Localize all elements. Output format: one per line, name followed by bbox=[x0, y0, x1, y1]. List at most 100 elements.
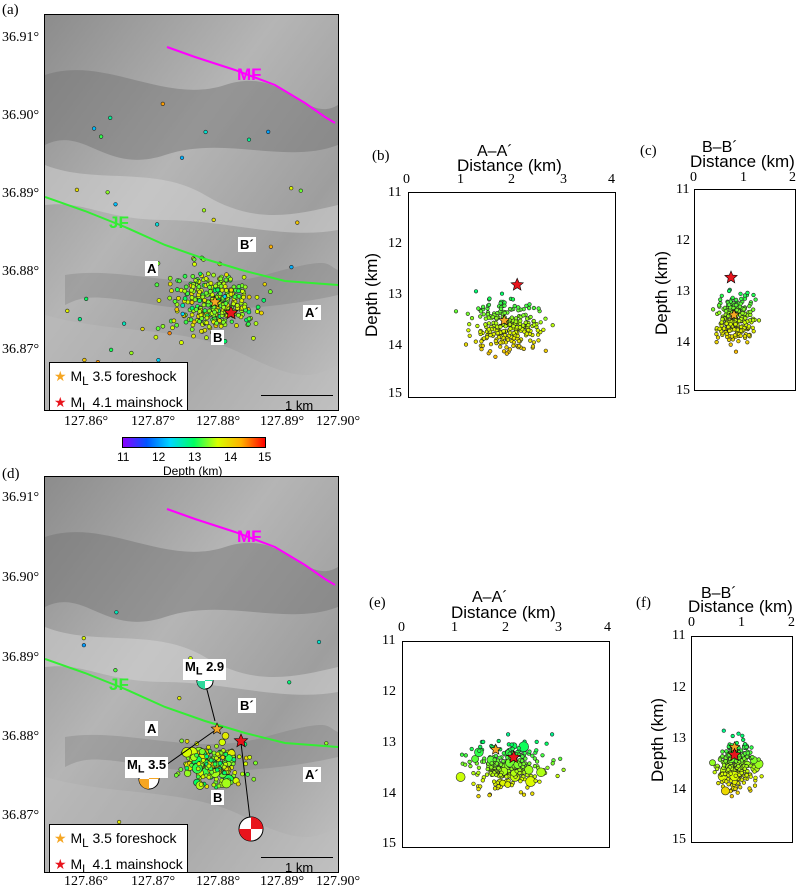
xtick-c: 0 bbox=[690, 170, 697, 185]
event-marker bbox=[745, 290, 750, 295]
event-marker bbox=[724, 331, 729, 336]
scale-bar-d bbox=[261, 857, 333, 858]
event-marker bbox=[714, 340, 719, 345]
event-marker bbox=[206, 744, 211, 750]
event-marker bbox=[536, 332, 541, 337]
event-marker bbox=[206, 324, 212, 330]
events-d bbox=[81, 610, 329, 825]
event-marker bbox=[174, 307, 180, 312]
event-marker bbox=[182, 273, 188, 279]
section-events bbox=[711, 270, 762, 354]
panel-label-e: (e) bbox=[369, 595, 386, 611]
event-marker bbox=[199, 316, 204, 321]
beachball-ml41 bbox=[238, 816, 264, 842]
depth-colorbar bbox=[122, 437, 266, 448]
map-legend-d: ★ ML 3.5 foreshock ★ ML 4.1 mainshock bbox=[49, 824, 188, 872]
lon-tick: 127.88° bbox=[196, 414, 241, 429]
event-marker bbox=[733, 349, 739, 354]
event-marker bbox=[65, 308, 70, 314]
event-marker bbox=[751, 307, 756, 312]
event-marker bbox=[504, 774, 509, 779]
event-marker bbox=[467, 759, 472, 764]
foreshock-star bbox=[489, 743, 502, 755]
event-marker bbox=[235, 303, 240, 308]
event-marker bbox=[81, 636, 86, 641]
lon-tick: 127.89° bbox=[260, 414, 305, 429]
event-marker bbox=[316, 639, 322, 645]
event-marker bbox=[154, 222, 160, 227]
event-marker bbox=[507, 347, 512, 352]
event-marker bbox=[214, 755, 219, 761]
event-marker bbox=[541, 327, 546, 332]
event-marker bbox=[748, 774, 753, 779]
event-marker bbox=[561, 767, 566, 772]
event-marker bbox=[194, 752, 199, 758]
event-marker bbox=[196, 284, 202, 290]
event-marker bbox=[218, 738, 226, 746]
event-marker bbox=[728, 322, 733, 327]
event-marker bbox=[220, 755, 226, 760]
mainshock-star bbox=[223, 305, 239, 320]
lon-tick: 127.89° bbox=[260, 874, 305, 889]
event-marker bbox=[208, 280, 214, 286]
mf-fault-line bbox=[166, 46, 336, 124]
event-marker bbox=[511, 336, 517, 341]
section-title-b: A–A´ bbox=[477, 143, 513, 160]
xtick-f: 2 bbox=[788, 615, 795, 630]
event-marker bbox=[509, 315, 514, 320]
event-marker bbox=[501, 751, 506, 756]
event-marker bbox=[184, 765, 190, 771]
event-marker bbox=[217, 760, 223, 766]
event-marker bbox=[479, 347, 484, 352]
event-marker bbox=[722, 771, 728, 776]
xlabel-b: Distance (km) bbox=[457, 156, 562, 175]
ytick-c: 12 bbox=[676, 233, 690, 248]
beachball-ml29-label: ML 2.9 bbox=[183, 659, 227, 680]
relief-map-d: MF JF A A´ B B´ ML 2.9 ML 3.5 ★ ML 3.5 f… bbox=[44, 476, 339, 873]
event-marker bbox=[525, 785, 530, 790]
event-marker bbox=[540, 753, 545, 758]
event-marker bbox=[741, 307, 746, 312]
section-events bbox=[455, 732, 566, 799]
profile-point-a: A bbox=[145, 721, 159, 736]
event-marker bbox=[478, 314, 483, 319]
event-marker bbox=[214, 743, 219, 749]
event-marker bbox=[502, 310, 507, 316]
event-marker bbox=[221, 732, 230, 740]
event-marker bbox=[533, 778, 538, 783]
event-marker bbox=[742, 293, 747, 298]
lon-tick: 127.90° bbox=[316, 414, 361, 429]
event-marker bbox=[507, 306, 513, 312]
event-marker bbox=[199, 328, 204, 334]
profile-point-b-prime: B´ bbox=[238, 698, 256, 713]
event-marker bbox=[240, 771, 245, 777]
event-marker bbox=[116, 819, 122, 825]
event-marker bbox=[501, 329, 506, 334]
event-marker bbox=[155, 326, 161, 331]
event-marker bbox=[717, 326, 722, 331]
event-marker bbox=[717, 310, 722, 315]
event-marker bbox=[253, 760, 258, 766]
event-marker bbox=[481, 312, 486, 317]
event-marker bbox=[229, 287, 234, 293]
event-marker bbox=[526, 328, 531, 333]
event-marker bbox=[726, 288, 732, 294]
event-marker bbox=[217, 318, 222, 324]
mainshock-star bbox=[506, 750, 521, 764]
jf-fault-line bbox=[45, 658, 338, 748]
xtick-e: 1 bbox=[451, 620, 458, 635]
event-marker bbox=[494, 324, 500, 329]
event-marker bbox=[190, 284, 196, 290]
event-marker bbox=[485, 766, 490, 772]
event-marker bbox=[746, 324, 752, 329]
event-marker bbox=[528, 314, 533, 320]
event-marker bbox=[709, 759, 716, 767]
event-marker bbox=[483, 316, 488, 321]
event-marker bbox=[545, 765, 550, 770]
event-marker bbox=[487, 793, 492, 798]
event-marker bbox=[468, 763, 473, 769]
event-marker bbox=[510, 297, 516, 302]
event-marker bbox=[732, 327, 737, 332]
event-marker bbox=[480, 778, 485, 783]
event-marker bbox=[108, 347, 114, 353]
